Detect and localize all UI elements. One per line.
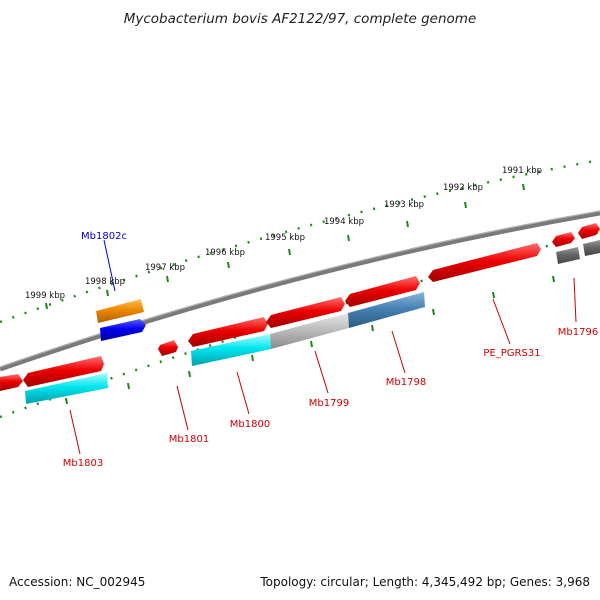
scale-label-1991: 1991 kbp: [502, 166, 542, 176]
gene-label-mb1801[interactable]: Mb1801: [169, 434, 209, 445]
gene-label-mb1799[interactable]: Mb1799: [309, 398, 349, 409]
gene-arrow-mb1803-red[interactable]: [23, 356, 104, 387]
gene-arrow-left-edge[interactable]: [0, 374, 23, 391]
gene-label-mb1803[interactable]: Mb1803: [63, 458, 103, 469]
scale-label-1995: 1995 kbp: [265, 233, 305, 243]
scale-label-1992: 1992 kbp: [443, 183, 483, 193]
gene-arrow-small-red[interactable]: [158, 340, 178, 356]
genome-backbone-highlight: [0, 210, 600, 368]
label-leader-lines: [69, 239, 577, 455]
gene-arrow-mb1800-red[interactable]: [188, 317, 268, 347]
gene-darkgray-1[interactable]: [556, 247, 580, 264]
scale-label-1993: 1993 kbp: [384, 200, 424, 210]
genome-backbone: [0, 210, 600, 372]
scale-label-1999: 1999 kbp: [25, 291, 65, 301]
gene-mb1799-gray[interactable]: [270, 313, 349, 349]
gene-darkgray-2[interactable]: [583, 240, 600, 256]
gene-mb1802c-blue-arrow[interactable]: [100, 319, 146, 341]
gene-mb1803-cyan[interactable]: [25, 373, 108, 404]
gene-arrow-red-right-1[interactable]: [552, 232, 575, 247]
gene-mb1802c-orange[interactable]: [96, 299, 144, 323]
gene-label-mb1796[interactable]: Mb1796: [558, 327, 598, 338]
gene-label-mb1800[interactable]: Mb1800: [230, 419, 270, 430]
scale-label-1998: 1998 kbp: [85, 277, 125, 287]
accession-text: Accession: NC_002945: [9, 575, 145, 589]
map-title: Mycobacterium bovis AF2122/97, complete …: [124, 11, 477, 27]
gene-label-mb1798[interactable]: Mb1798: [386, 377, 426, 388]
gene-mb1798-steelblue[interactable]: [348, 292, 425, 328]
gene-label-mb1802c[interactable]: Mb1802c: [81, 231, 127, 242]
outer-scale-major-ticks: [45, 183, 525, 310]
scale-label-1996: 1996 kbp: [205, 248, 245, 258]
gene-arrow-mb1799-red[interactable]: [266, 297, 345, 328]
scale-label-1994: 1994 kbp: [324, 217, 364, 227]
gene-arrow-mb1798-red[interactable]: [345, 276, 420, 307]
genome-summary-text: Topology: circular; Length: 4,345,492 bp…: [259, 575, 590, 589]
inner-scale-major-ticks: [65, 275, 555, 405]
gene-arrow-red-right-2[interactable]: [578, 223, 600, 239]
gene-label-pe-pgrs31[interactable]: PE_PGRS31: [483, 348, 540, 359]
gene-arrow-pe-pgrs31-red[interactable]: [428, 243, 541, 282]
gene-mb1800-cyan[interactable]: [191, 334, 271, 366]
scale-label-1997: 1997 kbp: [145, 263, 185, 273]
